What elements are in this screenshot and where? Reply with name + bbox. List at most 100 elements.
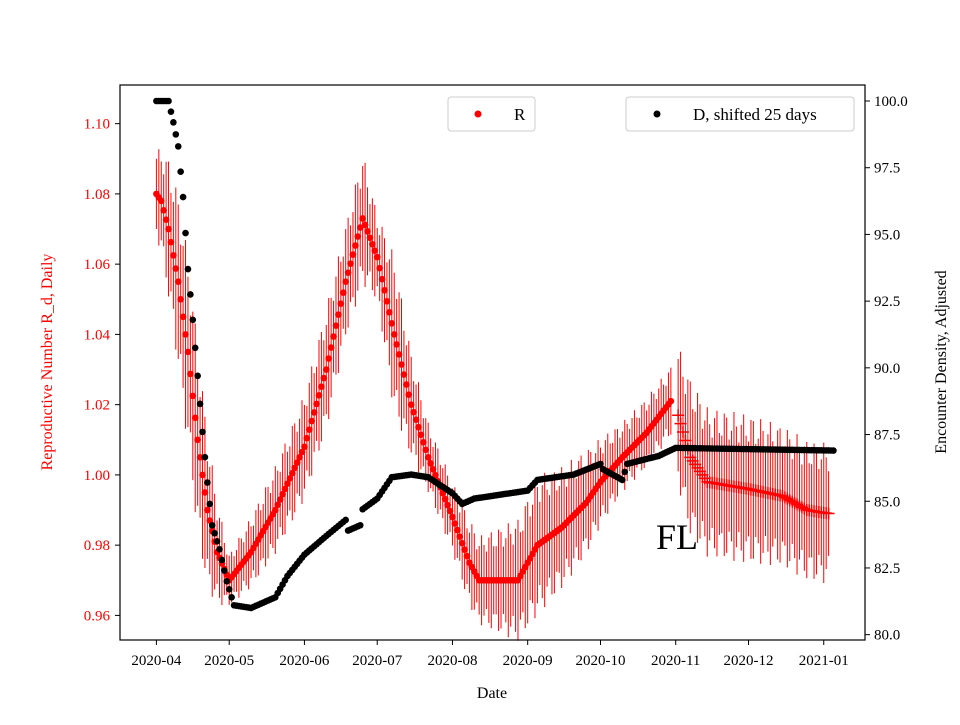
r-point [335,311,342,318]
r-point [793,499,806,512]
annotation-fl: FL [656,517,698,557]
x-axis: 2020-04 2020-05 2020-06 2020-07 2020-08 2020-… [131,640,849,669]
r-point [676,426,689,439]
d-point [187,291,194,298]
r-point [788,497,801,510]
y-left-tick-label: 1.00 [84,468,110,484]
r-point [407,401,415,408]
x-tick-label: 2020-05 [204,653,254,669]
r-point [303,434,311,442]
r-point [349,251,357,258]
r-point [201,489,209,496]
r-point [364,228,371,235]
r-point [795,501,808,514]
legend-d: D, shifted 25 days [625,96,855,132]
y-right-tick-label: 97.5 [874,161,900,177]
d-point [182,229,189,237]
d-point [221,567,228,574]
r-point [286,475,294,482]
r-point [361,221,369,229]
r-point [279,490,286,498]
r-point [424,454,432,461]
r-point [778,491,791,504]
r-point [393,341,400,348]
r-point [415,423,422,431]
r-point [446,507,454,515]
d-point [179,193,187,201]
r-point [322,366,330,373]
d-point [206,500,214,508]
legend-d-marker [653,110,661,118]
r-point [293,459,301,466]
y-axis-right: 80.0 82.5 85.0 87.5 90.0 92.5 95.0 97.5 100.0 [865,94,908,644]
r-point [378,275,386,283]
d-point [194,372,201,380]
r-point [461,546,468,553]
d-series [153,97,837,612]
d-point [619,476,626,484]
y-right-axis-label: Encounter Density, Adjusted [933,270,950,453]
legend-r-label: R [514,105,526,124]
r-point [410,408,417,416]
y-left-tick-label: 1.06 [84,257,111,273]
x-tick-label: 2020-12 [724,653,774,669]
r-point [196,454,204,461]
r-point [167,238,175,246]
r-point [371,247,379,254]
r-point [189,392,197,400]
r-point [344,269,352,276]
legend-r: R [447,96,536,132]
x-tick-label: 2020-11 [651,653,700,669]
d-point [216,545,223,553]
r-point [458,539,466,547]
r-point [403,381,410,388]
r-point [337,300,345,307]
r-point [170,252,177,259]
r-point [441,495,449,503]
r-point [359,215,366,222]
d-point [172,131,180,138]
r-point [165,225,172,233]
d-point [225,586,233,593]
d-point [356,521,364,529]
r-point [177,295,184,303]
r-point [347,260,354,267]
r-point [174,278,182,286]
r-point [420,438,427,446]
r-point [354,233,362,240]
d-point [218,556,226,564]
r-point [405,391,413,398]
r-point [276,496,284,503]
r-point [822,507,835,520]
r-point [305,426,313,433]
r-point [356,224,364,231]
y-right-tick-label: 80.0 [874,628,900,644]
d-point [165,97,172,105]
r-point [672,409,685,422]
r-point [395,351,403,358]
x-axis-label: Date [477,685,507,702]
r-point [204,506,211,514]
r-point [444,501,451,509]
r-point [381,286,388,294]
r-point [308,417,316,425]
r-point [388,320,396,327]
r-point [369,240,376,248]
d-point [597,460,604,468]
d-point [201,453,209,461]
d-point [199,428,206,436]
r-point [320,374,328,382]
x-tick-label: 2021-01 [799,653,849,669]
r-point [352,242,359,249]
d-point [174,143,182,150]
r-point [318,383,325,390]
r-point [194,436,201,444]
r-point [667,397,675,405]
d-point [223,577,231,585]
d-point [189,316,197,324]
r-point [679,434,692,447]
r-point [674,417,687,430]
r-point [274,501,282,509]
r-point [429,465,437,473]
r-point [383,297,391,305]
